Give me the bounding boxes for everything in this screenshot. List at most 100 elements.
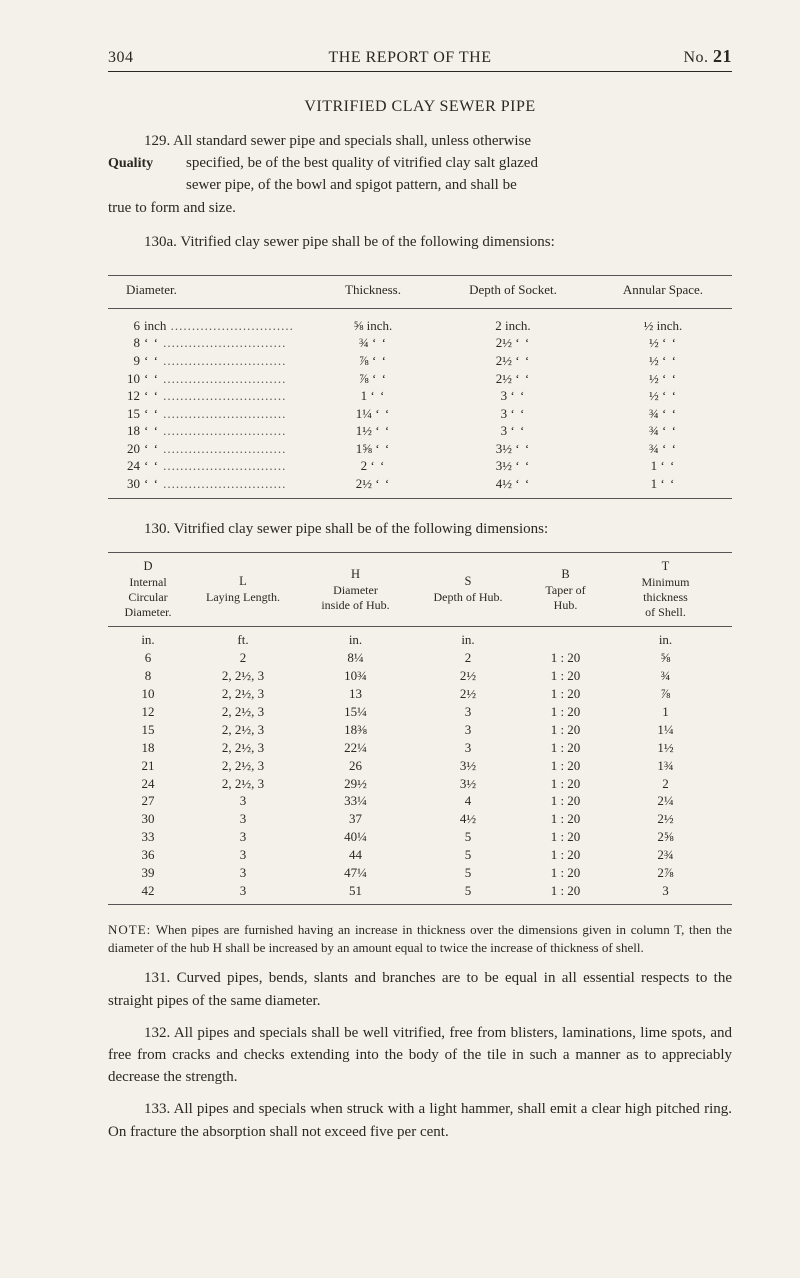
t1-cell-annular: 1 ‘ ‘ (588, 457, 738, 475)
t1-cell-diameter: 20‘ ‘ (108, 440, 308, 458)
t2-cell: ⅝ (608, 649, 723, 667)
t2-cell: 5 (413, 828, 523, 846)
t2-unit-row: in.ft.in.in.in. (108, 631, 732, 649)
t2-cell: 10 (108, 685, 188, 703)
para-129-l2: specified, be of the best quality of vit… (186, 152, 732, 174)
t2-cell: 1¼ (608, 721, 723, 739)
t2-cell: 3 (413, 721, 523, 739)
t2-cell: 36 (108, 846, 188, 864)
t1-h-diameter: Diameter. (108, 282, 308, 298)
t2-cell: 1 : 20 (523, 828, 608, 846)
t1-cell-diameter: 30‘ ‘ (108, 475, 308, 493)
t2-cell: 3½ (413, 775, 523, 793)
t2-h-T: TMinimumthicknessof Shell. (608, 559, 723, 620)
t1-cell-annular: ¾ ‘ ‘ (588, 405, 738, 423)
t2-cell: 1 : 20 (523, 667, 608, 685)
t2-cell: 3 (188, 882, 298, 900)
t2-cell: 21 (108, 757, 188, 775)
t2-cell: 1¾ (608, 757, 723, 775)
t2-cell: 42 (108, 882, 188, 900)
para-129: Quality 129. All standard sewer pipe and… (108, 130, 732, 219)
t2-cell: 1 : 20 (523, 739, 608, 757)
t2-cell: 1 : 20 (523, 775, 608, 793)
t2-cell: 15 (108, 721, 188, 739)
t2-cell: 1 : 20 (523, 864, 608, 882)
t2-row: 27333¼41 : 202¼ (108, 792, 732, 810)
t2-cell: 5 (413, 846, 523, 864)
t2-cell: 2⅝ (608, 828, 723, 846)
note: NOTE: When pipes are furnished having an… (108, 921, 732, 957)
para-132: 132. All pipes and specials shall be wel… (108, 1022, 732, 1089)
t1-cell-annular: ¾ ‘ ‘ (588, 440, 738, 458)
t1-cell-annular: ½ inch. (588, 317, 738, 335)
t2-cell: 5 (413, 882, 523, 900)
para-133: 133. All pipes and specials when struck … (108, 1098, 732, 1142)
t2-cell: 4½ (413, 810, 523, 828)
t2-cell: 12 (108, 703, 188, 721)
t2-unit-cell: ft. (188, 631, 298, 649)
t2-cell: 1 : 20 (523, 810, 608, 828)
t2-body: in.ft.in.in.in.628¼21 : 20⅝82, 2½, 310¾2… (108, 627, 732, 905)
t2-row: 3634451 : 202¾ (108, 846, 732, 864)
t2-cell: 2 (188, 649, 298, 667)
t2-cell: 3 (188, 828, 298, 846)
t2-cell: 3 (413, 703, 523, 721)
t1-cell-thickness: ⅝ inch. (308, 317, 438, 335)
t2-cell: 33¼ (298, 792, 413, 810)
t2-h-D: DInternalCircularDiameter. (108, 559, 188, 620)
t1-row: 10‘ ‘⅞ ‘ ‘2½ ‘ ‘½ ‘ ‘ (108, 370, 732, 388)
t2-cell: 1 (608, 703, 723, 721)
t1-cell-thickness: 1 ‘ ‘ (308, 387, 438, 405)
t2-cell: ¾ (608, 667, 723, 685)
t2-cell: 1 : 20 (523, 792, 608, 810)
t1-body: 6inch⅝ inch.2 inch.½ inch.8‘ ‘¾ ‘ ‘2½ ‘ … (108, 309, 732, 499)
t2-cell: 1 : 20 (523, 757, 608, 775)
t1-cell-depth: 3½ ‘ ‘ (438, 457, 588, 475)
t1-cell-diameter: 12‘ ‘ (108, 387, 308, 405)
t1-cell-thickness: 2 ‘ ‘ (308, 457, 438, 475)
t1-cell-annular: ½ ‘ ‘ (588, 334, 738, 352)
t2-cell: 27 (108, 792, 188, 810)
t2-cell: 1 : 20 (523, 685, 608, 703)
t1-cell-depth: 3 ‘ ‘ (438, 405, 588, 423)
t2-cell: 2, 2½, 3 (188, 667, 298, 685)
t2-row: 33340¼51 : 202⅝ (108, 828, 732, 846)
t1-row: 9‘ ‘⅞ ‘ ‘2½ ‘ ‘½ ‘ ‘ (108, 352, 732, 370)
t1-cell-annular: ½ ‘ ‘ (588, 370, 738, 388)
t2-cell: 26 (298, 757, 413, 775)
t2-row: 152, 2½, 318⅜31 : 201¼ (108, 721, 732, 739)
t2-cell: ⅞ (608, 685, 723, 703)
page-no: No. 21 (652, 46, 732, 67)
t2-cell: 1 : 20 (523, 703, 608, 721)
t2-cell: 2⅞ (608, 864, 723, 882)
t2-row: 303374½1 : 202½ (108, 810, 732, 828)
t2-unit-cell: in. (298, 631, 413, 649)
t1-row: 24‘ ‘2 ‘ ‘3½ ‘ ‘1 ‘ ‘ (108, 457, 732, 475)
t1-cell-thickness: ⅞ ‘ ‘ (308, 370, 438, 388)
t1-cell-diameter: 18‘ ‘ (108, 422, 308, 440)
t2-cell: 1½ (608, 739, 723, 757)
t2-cell: 2¼ (608, 792, 723, 810)
t2-cell: 8¼ (298, 649, 413, 667)
t1-cell-thickness: 1½ ‘ ‘ (308, 422, 438, 440)
t2-cell: 18 (108, 739, 188, 757)
t2-cell: 1 : 20 (523, 882, 608, 900)
t1-cell-thickness: 1¼ ‘ ‘ (308, 405, 438, 423)
t2-cell: 1 : 20 (523, 649, 608, 667)
t2-cell: 2½ (413, 667, 523, 685)
t2-cell: 6 (108, 649, 188, 667)
t2-cell: 2, 2½, 3 (188, 703, 298, 721)
t2-row: 82, 2½, 310¾2½1 : 20¾ (108, 667, 732, 685)
t1-cell-annular: ¾ ‘ ‘ (588, 422, 738, 440)
t2-cell: 3½ (413, 757, 523, 775)
t1-cell-diameter: 6inch (108, 317, 308, 335)
t2-cell: 10¾ (298, 667, 413, 685)
t1-cell-depth: 3 ‘ ‘ (438, 387, 588, 405)
t2-cell: 18⅜ (298, 721, 413, 739)
t2-cell: 2, 2½, 3 (188, 775, 298, 793)
table-2: DInternalCircularDiameter. LLaying Lengt… (108, 552, 732, 905)
page-number: 304 (108, 49, 168, 67)
t1-h-depth: Depth of Socket. (438, 282, 588, 298)
t2-cell: 3 (188, 864, 298, 882)
t2-cell: 2 (608, 775, 723, 793)
